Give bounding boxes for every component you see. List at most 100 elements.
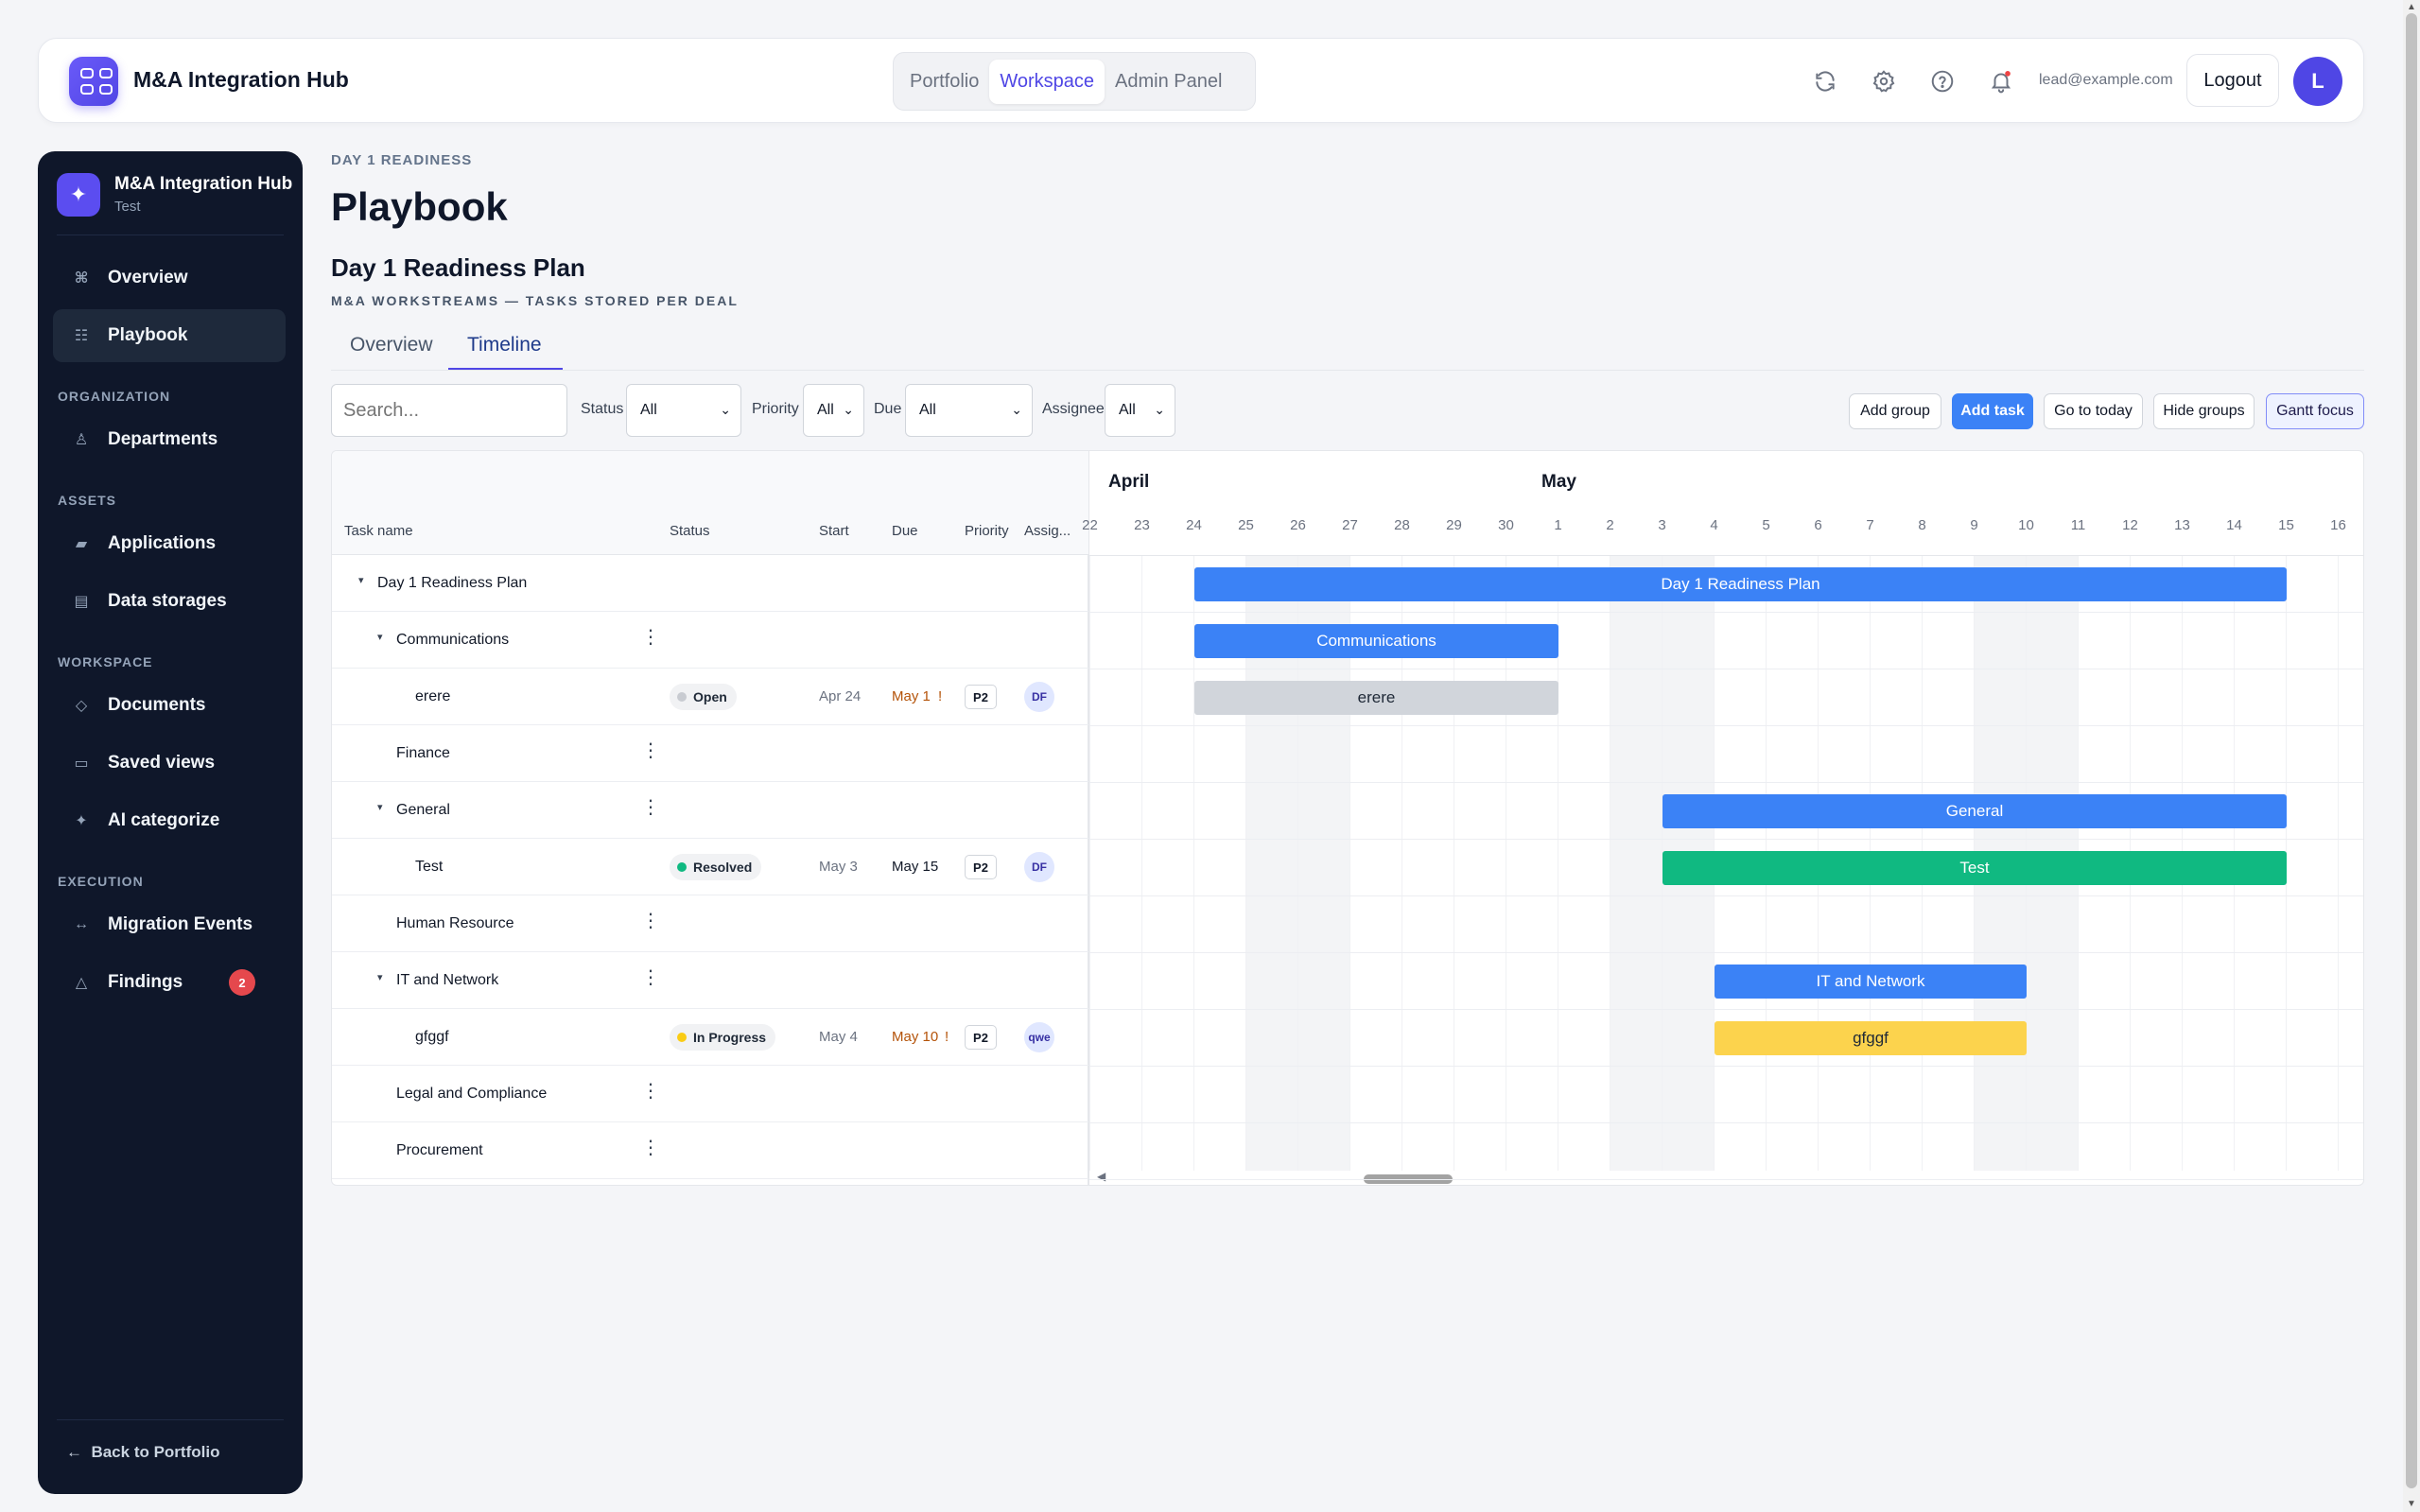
tab-workspace[interactable]: Workspace [989,59,1106,104]
assignee-filter-select[interactable]: All ⌄ [1105,384,1175,437]
table-row[interactable]: ▾ Day 1 Readiness Plan [332,555,1088,612]
status-badge[interactable]: Open [670,684,737,710]
column-header-due[interactable]: Due [892,523,918,539]
page-scrollbar-thumb[interactable] [2406,13,2417,1488]
sidebar-item-documents[interactable]: ◇ Documents [53,679,286,732]
status-badge[interactable]: In Progress [670,1024,776,1051]
tab-admin-panel[interactable]: Admin Panel [1115,70,1223,92]
table-row[interactable]: Procurement ⋮ [332,1122,1088,1179]
due-filter-select[interactable]: All ⌄ [905,384,1033,437]
collapse-toggle-icon[interactable]: ▾ [377,632,383,643]
table-row[interactable]: ▾ Communications ⋮ [332,612,1088,669]
column-header-status[interactable]: Status [670,523,710,539]
more-options-icon[interactable]: ⋮ [641,797,660,818]
sidebar-item-applications[interactable]: ▰ Applications [53,517,286,570]
page-scrollbar[interactable]: ▲ ▼ [2403,0,2420,1512]
sidebar-item-departments[interactable]: ♙ Departments [53,413,286,466]
sidebar-item-migration-events[interactable]: ↔ Migration Events [53,898,286,951]
gantt-bar[interactable]: erere [1194,681,1558,715]
more-options-icon[interactable]: ⋮ [641,1138,660,1158]
collapse-toggle-icon[interactable]: ▾ [377,972,383,983]
column-header-assignee[interactable]: Assig... [1024,523,1071,539]
logout-button[interactable]: Logout [2186,54,2279,107]
priority-filter-select[interactable]: All ⌄ [803,384,864,437]
hide-groups-button[interactable]: Hide groups [2153,393,2255,429]
weekend-shade [1245,556,1297,1171]
collapse-toggle-icon[interactable]: ▾ [358,575,364,586]
status-filter-value: All [640,402,657,418]
add-group-button[interactable]: Add group [1849,393,1941,429]
gantt-bar[interactable]: Day 1 Readiness Plan [1194,567,2287,601]
sidebar-item-playbook[interactable]: ☷ Playbook [53,309,286,362]
more-options-icon[interactable]: ⋮ [641,911,660,931]
column-header-priority[interactable]: Priority [965,523,1009,539]
timeline-panel[interactable]: April May ◀ 22 23 24 25 26 27 28 29 30 1 2 3 4 5 6 7 8 9 1… [1082,451,2363,1185]
sidebar-item-data-storages[interactable]: ▤ Data storages [53,575,286,628]
sidebar-item-label: Migration Events [108,914,253,934]
more-options-icon[interactable]: ⋮ [641,1081,660,1102]
start-date: Apr 24 [819,688,862,704]
table-row[interactable]: erere Open Apr 24 May 1 ! P2 DF [332,669,1088,725]
scroll-down-icon[interactable]: ▼ [2407,1499,2416,1509]
table-row[interactable]: ▾ General ⋮ [332,782,1088,839]
scroll-up-icon[interactable]: ▲ [2407,2,2416,12]
sidebar-item-overview[interactable]: ⌘ Overview [53,252,286,304]
gantt-focus-button[interactable]: Gantt focus [2266,393,2364,429]
sidebar-item-findings[interactable]: △ Findings 2 [53,956,286,1009]
arrow-left-icon: ← [66,1443,82,1461]
help-icon[interactable] [1926,65,1959,97]
refresh-icon[interactable] [1809,65,1841,97]
table-row[interactable]: gfggf In Progress May 4 May 10 ! P2 qwe [332,1009,1088,1066]
row-name: Procurement [396,1142,483,1158]
apps-grid-icon[interactable] [69,57,118,106]
sidebar-item-ai-categorize[interactable]: ✦ AI categorize [53,794,286,847]
gantt-bar[interactable]: gfggf [1715,1021,2027,1055]
column-header-start[interactable]: Start [819,523,849,539]
gantt-bar[interactable]: Test [1663,851,2287,885]
table-row[interactable]: Legal and Compliance ⋮ [332,1066,1088,1122]
status-filter-select[interactable]: All ⌄ [626,384,741,437]
table-row[interactable]: Test Resolved May 3 May 15 P2 DF [332,839,1088,895]
more-options-icon[interactable]: ⋮ [641,740,660,761]
sparkle-icon: ✦ [57,173,100,217]
row-name: Human Resource [396,915,514,931]
avatar[interactable]: L [2293,57,2342,106]
day-label: 7 [1866,517,1874,533]
add-task-button[interactable]: Add task [1952,393,2033,429]
sidebar-item-saved-views[interactable]: ▭ Saved views [53,737,286,790]
day-label: 27 [1342,517,1358,533]
day-gridline [1141,556,1142,1171]
settings-icon[interactable] [1868,65,1900,97]
arrows-icon: ↔ [74,916,89,932]
rectangle-icon: ▭ [74,756,89,772]
due-date: May 10 [892,1029,939,1045]
day-label: 13 [2174,517,2190,533]
sidebar-divider [57,1419,284,1420]
table-row[interactable]: ▾ IT and Network ⋮ [332,952,1088,1009]
tab-portfolio[interactable]: Portfolio [910,70,980,92]
tab-overview[interactable]: Overview [350,334,433,356]
gantt-bar[interactable]: Communications [1194,624,1558,658]
day-label: 2 [1606,517,1614,533]
day-label: 28 [1394,517,1410,533]
sidebar-section-organization: ORGANIZATION [58,389,171,404]
app-title: M&A Integration Hub [133,67,349,92]
table-row[interactable]: Human Resource ⋮ [332,895,1088,952]
findings-count-badge: 2 [229,969,255,996]
status-badge[interactable]: Resolved [670,854,762,880]
gantt-bar[interactable]: IT and Network [1715,965,2027,999]
search-input[interactable] [331,384,567,437]
tab-timeline[interactable]: Timeline [448,334,563,371]
column-header-task-name[interactable]: Task name [344,523,413,539]
table-row[interactable]: Finance ⋮ [332,725,1088,782]
bell-icon[interactable] [1985,65,2017,97]
scroll-left-icon[interactable]: ◀ [1097,1170,1106,1183]
more-options-icon[interactable]: ⋮ [641,967,660,988]
gantt-bar[interactable]: General [1663,794,2287,828]
more-options-icon[interactable]: ⋮ [641,627,660,648]
status-filter-label: Status [581,401,624,417]
priority-badge: P2 [965,1025,997,1050]
go-to-today-button[interactable]: Go to today [2044,393,2143,429]
collapse-toggle-icon[interactable]: ▾ [377,802,383,813]
back-to-portfolio-link[interactable]: ← Back to Portfolio [66,1443,219,1462]
